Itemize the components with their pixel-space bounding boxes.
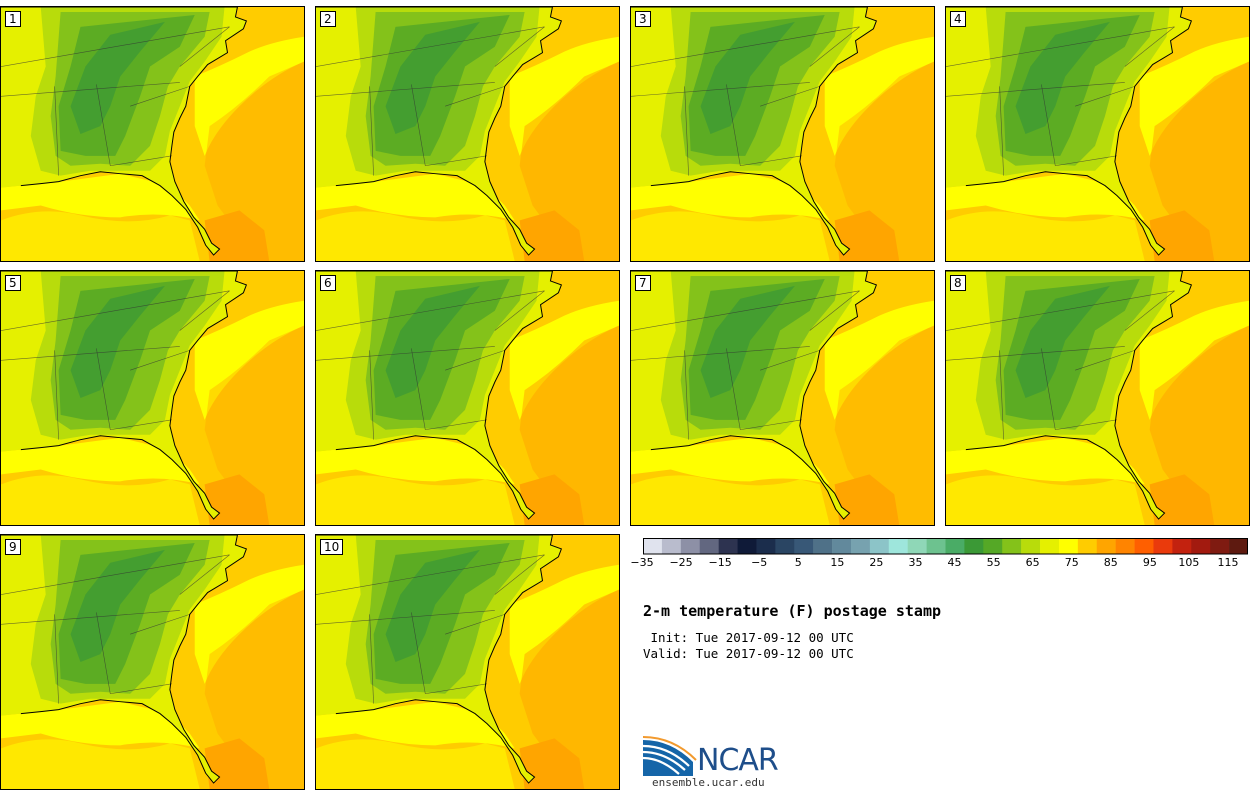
colorbar-tick: 45: [947, 556, 962, 569]
colorbar-swatch: [1096, 538, 1116, 554]
colorbar-tick: 35: [908, 556, 923, 569]
colorbar-swatch: [1077, 538, 1098, 554]
valid-time: Valid: Tue 2017-09-12 00 UTC: [643, 646, 854, 661]
colorbar-tick: −35: [630, 556, 654, 569]
colorbar-tick: 15: [830, 556, 845, 569]
colorbar-tick: −15: [708, 556, 732, 569]
colorbar-swatch: [983, 538, 1003, 554]
colorbar-tick: 55: [986, 556, 1001, 569]
member-panel-1: 1: [0, 6, 305, 262]
colorbar-swatch: [775, 538, 795, 554]
temperature-colorbar: [643, 538, 1248, 555]
colorbar-tick: 25: [869, 556, 884, 569]
member-panel-4: 4: [945, 6, 1250, 262]
colorbar-tick: −25: [669, 556, 693, 569]
colorbar-swatch: [699, 538, 719, 554]
colorbar-swatch: [1191, 538, 1211, 554]
member-panel-10: 10: [315, 534, 620, 790]
colorbar-swatch: [1115, 538, 1135, 554]
colorbar-tick: 105: [1178, 556, 1200, 569]
temperature-map: [1, 7, 304, 261]
colorbar-swatch: [1021, 538, 1041, 554]
colorbar-swatch: [926, 538, 946, 554]
member-label: 8: [950, 275, 966, 291]
colorbar-swatch: [1002, 538, 1022, 554]
colorbar-swatch: [1172, 538, 1192, 554]
colorbar-tick: 95: [1142, 556, 1157, 569]
colorbar-swatch: [737, 538, 757, 554]
temperature-map: [316, 535, 619, 789]
colorbar-swatch: [832, 538, 852, 554]
logo-url: ensemble.ucar.edu: [652, 776, 765, 789]
colorbar-swatch: [1134, 538, 1154, 554]
init-time: Init: Tue 2017-09-12 00 UTC: [643, 630, 854, 645]
logo-wordmark: NCAR: [697, 743, 779, 778]
member-label: 4: [950, 11, 966, 27]
member-panel-7: 7: [630, 270, 935, 526]
colorbar-tick: 75: [1064, 556, 1079, 569]
colorbar-swatch: [813, 538, 833, 554]
colorbar-swatch: [680, 538, 701, 554]
temperature-map: [316, 7, 619, 261]
colorbar-tick: −5: [751, 556, 768, 569]
colorbar-swatch: [1040, 538, 1060, 554]
member-label: 6: [320, 275, 336, 291]
member-panel-2: 2: [315, 6, 620, 262]
colorbar-swatch: [869, 538, 890, 554]
colorbar-swatch: [1153, 538, 1173, 554]
temperature-map: [316, 271, 619, 525]
temperature-map: [631, 7, 934, 261]
colorbar-swatch: [907, 538, 927, 554]
ncar-logo-icon: [643, 736, 697, 776]
colorbar-swatch: [794, 538, 814, 554]
colorbar-tick-labels: −35 −25 −15 −5 5 15 25 35 45 55 65 75 85 95 105 115: [630, 556, 1253, 572]
colorbar-swatch: [945, 538, 965, 554]
temperature-map: [1, 271, 304, 525]
colorbar-swatch: [850, 538, 871, 554]
member-panel-8: 8: [945, 270, 1250, 526]
colorbar-tick: 5: [794, 556, 802, 569]
temperature-map: [946, 7, 1249, 261]
member-panel-9: 9: [0, 534, 305, 790]
colorbar-swatch: [1229, 538, 1248, 554]
colorbar-swatch: [964, 538, 984, 554]
member-label: 5: [5, 275, 21, 291]
member-panel-6: 6: [315, 270, 620, 526]
temperature-map: [946, 271, 1249, 525]
colorbar-swatch: [718, 538, 738, 554]
colorbar-swatch: [661, 538, 682, 554]
plot-title: 2-m temperature (F) postage stamp: [643, 602, 942, 620]
temperature-map: [1, 535, 304, 789]
colorbar-swatch: [1058, 538, 1079, 554]
member-label: 10: [320, 539, 344, 555]
member-label: 9: [5, 539, 21, 555]
colorbar-swatch: [1210, 538, 1230, 554]
colorbar-tick: 115: [1217, 556, 1239, 569]
colorbar-tick: 65: [1025, 556, 1040, 569]
colorbar-swatch: [643, 538, 663, 554]
temperature-map: [631, 271, 934, 525]
member-panel-3: 3: [630, 6, 935, 262]
colorbar-swatch: [756, 538, 776, 554]
member-label: 2: [320, 11, 336, 27]
member-panel-5: 5: [0, 270, 305, 526]
colorbar-tick: 85: [1103, 556, 1118, 569]
colorbar-swatch: [888, 538, 908, 554]
member-label: 3: [635, 11, 651, 27]
member-label: 7: [635, 275, 651, 291]
member-label: 1: [5, 11, 21, 27]
